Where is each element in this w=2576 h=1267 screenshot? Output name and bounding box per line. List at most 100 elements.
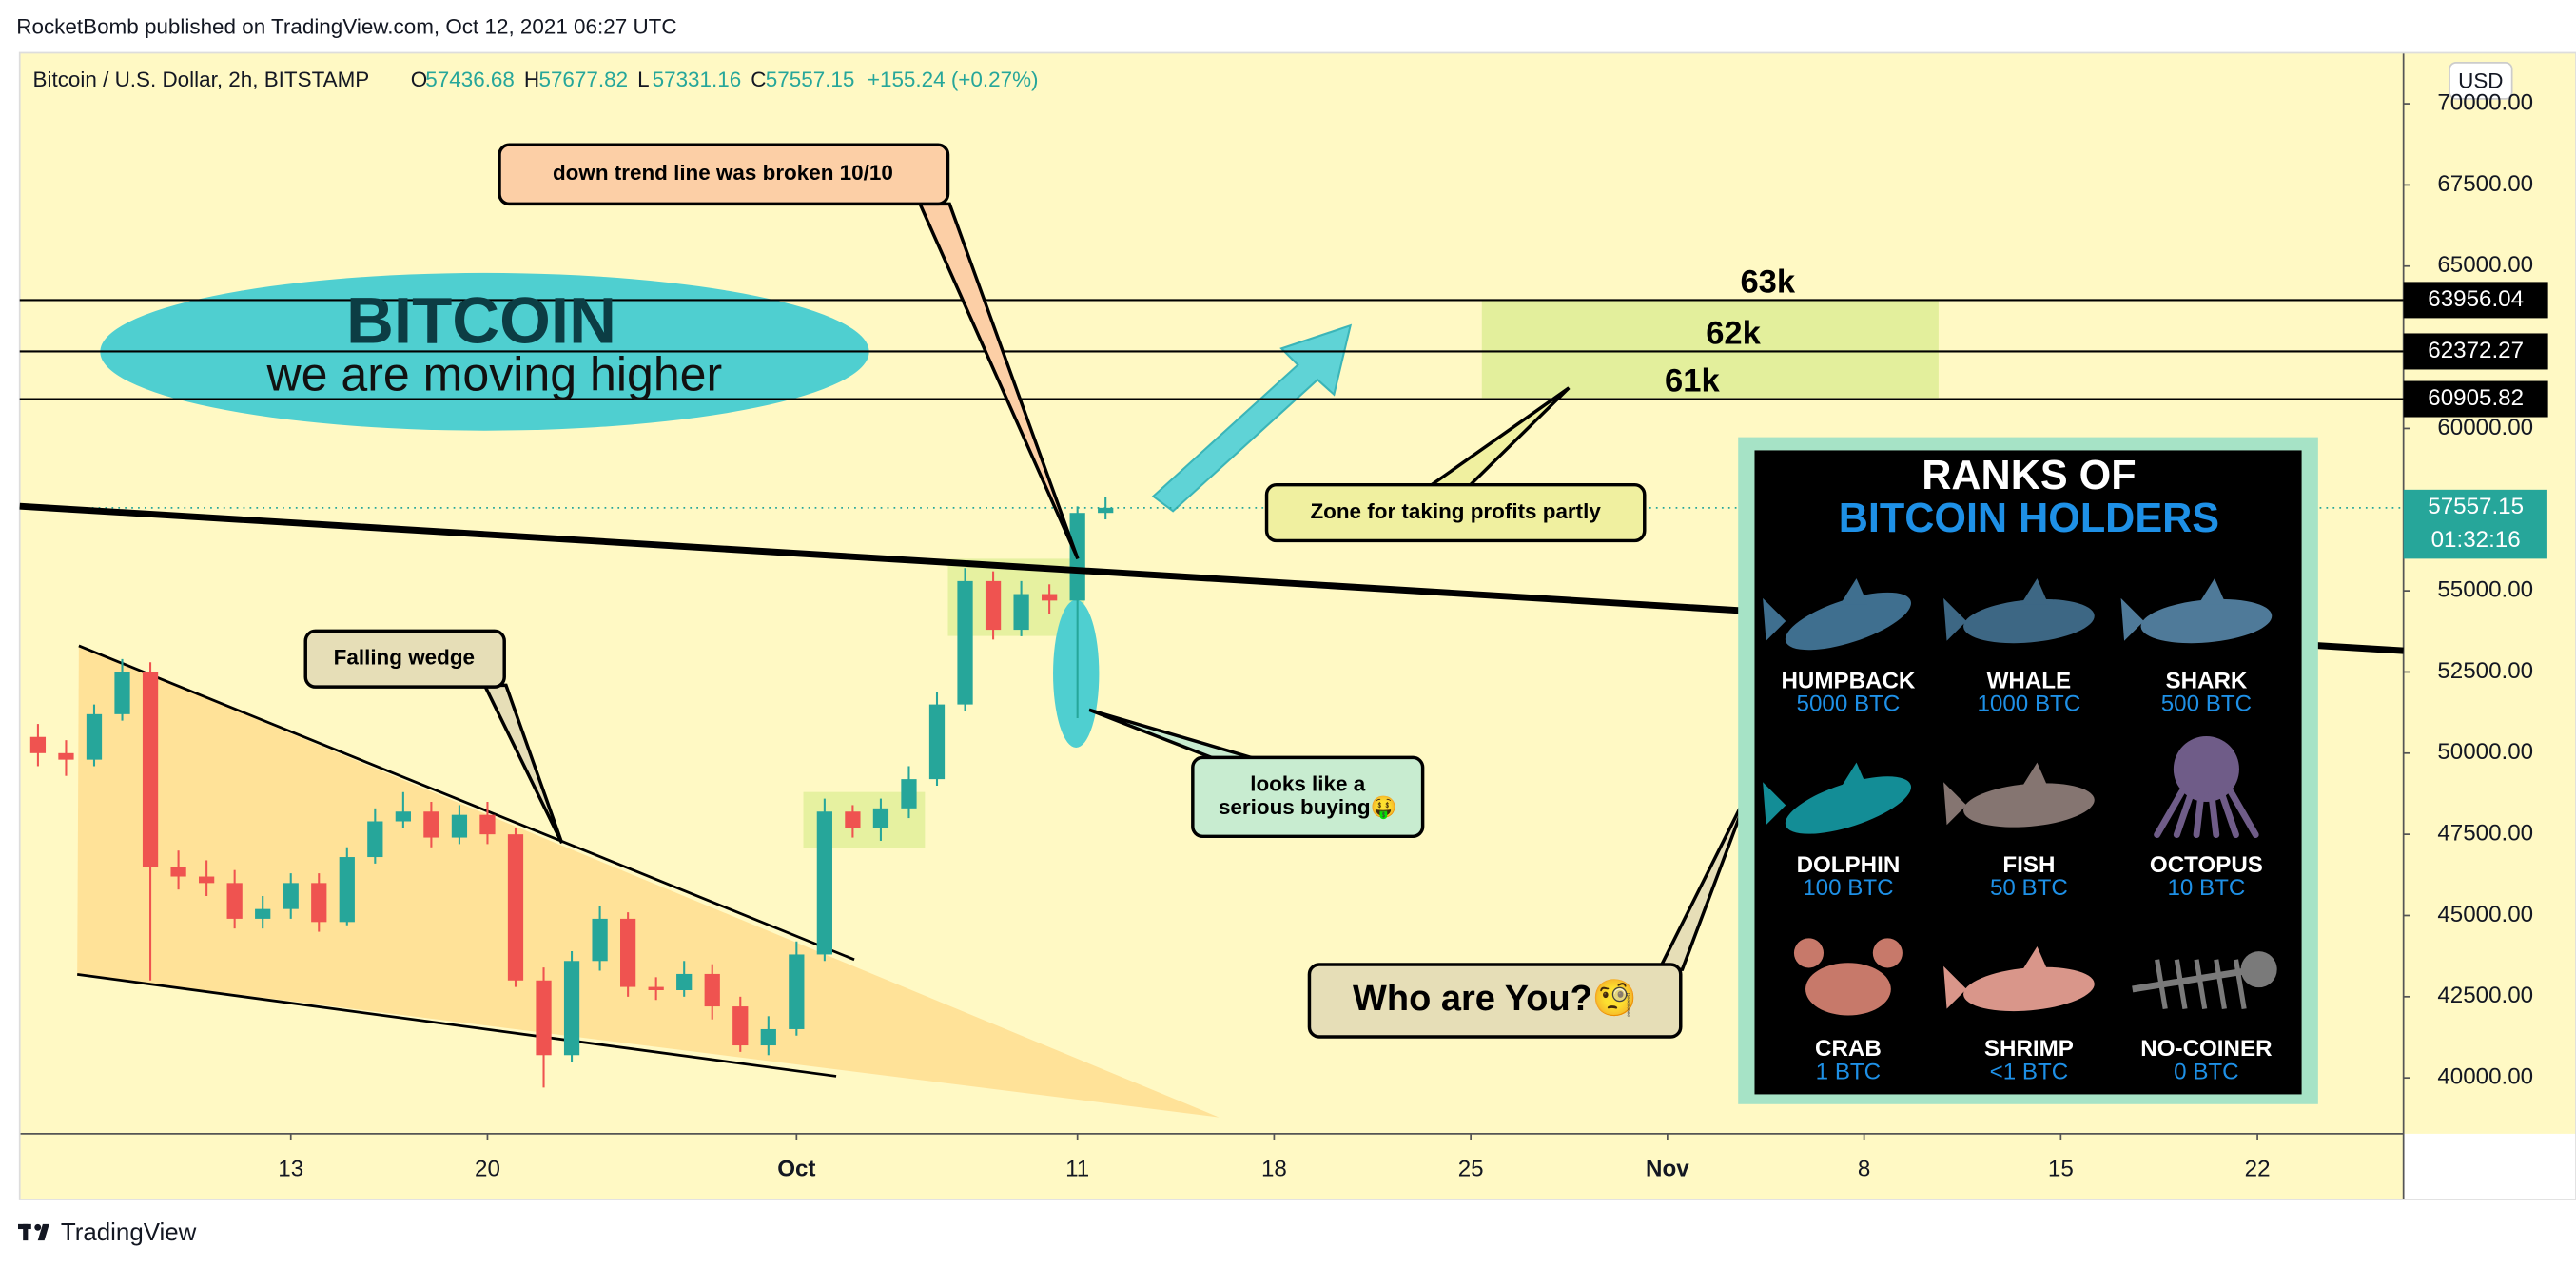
rank-name: SHARK — [2165, 668, 2247, 693]
ohlc-key: H — [524, 68, 539, 91]
rank-name: DOLPHIN — [1797, 852, 1901, 878]
rank-amount: 50 BTC — [1990, 875, 2068, 901]
candle-body — [985, 580, 1002, 631]
rank-name: FISH — [2002, 852, 2055, 878]
callout — [498, 143, 950, 206]
y-tick-label: 65000.00 — [2437, 252, 2533, 278]
candle-body — [536, 980, 552, 1056]
rank-name: CRAB — [1815, 1036, 1882, 1062]
candle-body — [199, 876, 215, 884]
up-arrow — [1151, 323, 1353, 513]
level-label-box — [2403, 333, 2548, 370]
ohlc-legend: Bitcoin / U.S. Dollar, 2h, BITSTAMP O574… — [33, 68, 1039, 91]
candle-body — [620, 918, 636, 987]
publisher: RocketBomb published on TradingView.com,… — [16, 15, 676, 39]
candle-body — [170, 867, 186, 877]
rank-icon — [1805, 963, 1891, 1016]
rank-amount: <1 BTC — [1990, 1059, 2069, 1084]
x-tick-label: 25 — [1458, 1156, 1484, 1181]
symbol: Bitcoin / U.S. Dollar, 2h, BITSTAMP — [33, 68, 370, 91]
footer-brand: TradingView — [61, 1219, 197, 1246]
ohlc-value: 57331.16 — [653, 68, 742, 91]
candle-body — [816, 811, 832, 955]
callout-text: looks like a — [1250, 772, 1365, 796]
rank-icon — [2193, 789, 2205, 839]
x-tick-label: 22 — [2245, 1156, 2271, 1181]
level-label-box — [2403, 380, 2548, 418]
last-price-box — [2403, 489, 2547, 559]
y-tick-label: 40000.00 — [2437, 1064, 2533, 1090]
rank-icon — [1793, 938, 1825, 968]
rank-name: WHALE — [1987, 668, 2072, 693]
x-tick-label: 11 — [1065, 1156, 1089, 1181]
candle-body — [114, 672, 130, 714]
callout — [1307, 963, 1683, 1039]
callout — [1264, 482, 1647, 543]
rank-icon — [2197, 578, 2227, 605]
candle-body — [479, 814, 496, 835]
rank-icon — [1963, 598, 2095, 644]
rank-icon — [1763, 782, 1786, 826]
candle-body — [339, 857, 355, 923]
rank-icon — [1872, 938, 1903, 968]
ohlc-key: O — [411, 68, 427, 91]
candle-body — [957, 580, 973, 705]
candle-body — [901, 779, 917, 809]
level-name: 62k — [1706, 315, 1761, 351]
rank-icon — [2173, 735, 2239, 803]
rank-icon — [1763, 597, 1786, 641]
candle-body — [86, 713, 103, 760]
rank-amount: 1 BTC — [1816, 1059, 1881, 1084]
wedge-fill — [77, 645, 1220, 1118]
profit-zone — [1481, 301, 1939, 399]
y-tick-label: 47500.00 — [2437, 821, 2533, 847]
rank-icon — [2233, 959, 2247, 1010]
ohlc-value: 57436.68 — [425, 68, 515, 91]
rank-icon — [2173, 789, 2195, 839]
candle-body — [1098, 507, 1114, 514]
rank-icon — [2155, 959, 2168, 1010]
subtitle: we are moving higher — [265, 348, 722, 401]
x-tick-label: 18 — [1261, 1156, 1287, 1181]
rank-icon — [1963, 783, 2095, 828]
y-tick-label: 55000.00 — [2437, 577, 2533, 603]
rank-amount: 500 BTC — [2161, 692, 2252, 717]
candle-body — [732, 1006, 749, 1046]
candle-body — [592, 918, 608, 962]
x-tick-label: Oct — [777, 1156, 815, 1181]
level-label: 62372.27 — [2428, 338, 2524, 363]
levels: 63k 62k 61k — [19, 263, 2404, 509]
rank-amount: 5000 BTC — [1797, 692, 1901, 717]
rank-icon — [1785, 776, 1911, 834]
logo-part — [37, 1223, 49, 1241]
rank-icon — [2020, 762, 2049, 789]
ohlc-value: 57557.15 — [766, 68, 855, 91]
rank-icon — [1840, 578, 1868, 605]
rank-amount: 10 BTC — [2167, 875, 2245, 901]
rank-name: HUMPBACK — [1781, 668, 1915, 693]
bitcoin-title: BITCOIN — [346, 283, 616, 357]
candle-body — [311, 883, 327, 923]
callout — [303, 629, 506, 689]
x-tick-label: 13 — [278, 1156, 303, 1181]
rank-name: OCTOPUS — [2150, 852, 2263, 878]
candle-body — [928, 704, 946, 780]
rank-icon — [1785, 592, 1911, 651]
x-tick-label: 20 — [475, 1156, 500, 1181]
currency-button[interactable] — [2449, 61, 2513, 100]
candle-body — [789, 954, 805, 1029]
currency[interactable]: USD — [2458, 69, 2503, 93]
rank-icon — [2020, 946, 2049, 973]
callout-text: down trend line was broken 10/10 — [553, 161, 893, 185]
callout-text: Who are You?🧐 — [1353, 978, 1637, 1019]
candle-body — [1013, 594, 1029, 631]
rank-icon — [2194, 959, 2208, 1010]
rank-icon — [2140, 598, 2273, 644]
candle-body — [648, 986, 664, 991]
candle-body — [395, 811, 411, 822]
candle-body — [255, 908, 271, 919]
candle-body — [676, 973, 693, 991]
candle-body — [58, 752, 74, 760]
